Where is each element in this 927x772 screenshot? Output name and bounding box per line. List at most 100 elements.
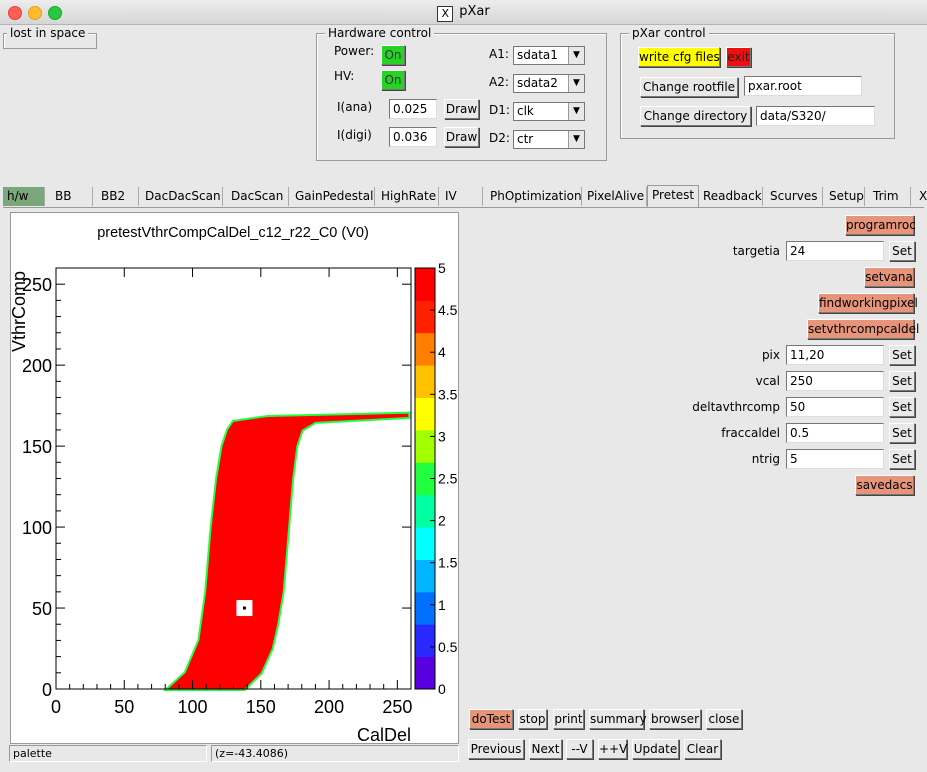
- heatmap-region: [167, 413, 409, 689]
- pix-set-button[interactable]: Set: [889, 345, 915, 365]
- tab-dacdacscan[interactable]: DacDacScan: [141, 187, 223, 206]
- tab-gainpedestal[interactable]: GainPedestal: [291, 187, 375, 206]
- findworkingpixel-button[interactable]: findworkingpixel: [818, 293, 918, 313]
- ntrig-field[interactable]: 5: [786, 449, 884, 469]
- palette-swatch: [415, 332, 435, 366]
- change-directory-button[interactable]: Change directory: [640, 106, 751, 126]
- tab-highrate[interactable]: HighRate: [377, 187, 439, 206]
- tab-dacscan[interactable]: DacScan: [227, 187, 289, 206]
- x-axis-label: CalDel: [357, 725, 411, 743]
- chevron-down-icon: ▼: [568, 47, 584, 64]
- minus-v-button[interactable]: --V: [566, 739, 593, 759]
- palette-tick-label: 1.5: [438, 555, 458, 571]
- close-button[interactable]: close: [706, 709, 742, 729]
- plus-v-button[interactable]: ++V: [598, 739, 627, 759]
- y-tick-label: 250: [22, 275, 52, 295]
- change-rootfile-button[interactable]: Change rootfile: [640, 77, 738, 97]
- idigi-field[interactable]: 0.036: [389, 127, 437, 147]
- exit-button[interactable]: exit: [726, 47, 751, 67]
- x-tick-label: 200: [314, 697, 344, 717]
- close-window-icon[interactable]: [8, 6, 22, 20]
- d2-select[interactable]: ctr ▼: [513, 130, 585, 149]
- tab-bb[interactable]: BB: [51, 187, 93, 206]
- lost-in-space-label: lost in space: [7, 26, 89, 40]
- pxar-control-group: pXar control write cfg files exit Change…: [620, 26, 895, 139]
- palette-swatch: [415, 268, 435, 301]
- minimize-window-icon[interactable]: [28, 6, 42, 20]
- next-button[interactable]: Next: [529, 739, 562, 759]
- tab-setup[interactable]: Setup: [825, 187, 865, 206]
- previous-button[interactable]: Previous: [468, 739, 524, 759]
- update-button[interactable]: Update: [632, 739, 679, 759]
- d1-label: D1:: [489, 103, 510, 117]
- a2-label: A2:: [489, 75, 509, 89]
- tab-trim[interactable]: Trim: [869, 187, 911, 206]
- chevron-down-icon: ▼: [568, 103, 584, 120]
- browser-button[interactable]: browser: [649, 709, 701, 729]
- deltavthrcomp-label: deltavthrcomp: [692, 400, 780, 414]
- a2-select[interactable]: sdata2 ▼: [513, 74, 585, 93]
- selected-pixel-dot: [242, 606, 246, 610]
- iana-draw-button[interactable]: Draw: [444, 99, 479, 119]
- y-tick-label: 200: [22, 356, 52, 376]
- ntrig-set-button[interactable]: Set: [889, 449, 915, 469]
- a1-select[interactable]: sdata1 ▼: [513, 46, 585, 65]
- tab-readback[interactable]: Readback: [699, 187, 763, 206]
- tab-phoptimization[interactable]: PhOptimization: [486, 187, 582, 206]
- deltavthrcomp-field[interactable]: 50: [786, 397, 884, 417]
- maximize-window-icon[interactable]: [48, 6, 62, 20]
- fraccaldel-label: fraccaldel: [721, 426, 780, 440]
- power-toggle[interactable]: On: [381, 45, 405, 65]
- dotest-button[interactable]: doTest: [469, 709, 513, 729]
- tab-scurves[interactable]: Scurves: [766, 187, 823, 206]
- setvthrcompcaldel-button[interactable]: setvthrcompcaldel: [807, 319, 919, 339]
- setvana-button[interactable]: setvana: [864, 267, 914, 287]
- palette-tick-label: 3.5: [438, 386, 458, 402]
- write-cfg-button[interactable]: write cfg files: [638, 47, 720, 67]
- targetia-set-button[interactable]: Set: [889, 241, 915, 261]
- clear-button[interactable]: Clear: [684, 739, 721, 759]
- palette-swatch: [415, 494, 435, 528]
- a1-label: A1:: [489, 47, 509, 61]
- deltavthrcomp-set-button[interactable]: Set: [889, 397, 915, 417]
- hv-toggle[interactable]: On: [381, 70, 405, 90]
- tab-more-icon[interactable]: X: [919, 189, 927, 203]
- histogram-canvas[interactable]: pretestVthrCompCalDel_c12_r22_C0 (V0) 0 5…: [10, 212, 459, 744]
- ntrig-label: ntrig: [751, 452, 780, 466]
- x-tick-label: 250: [382, 697, 412, 717]
- palette-swatch: [415, 300, 435, 334]
- programroc-button[interactable]: programroc: [845, 215, 916, 235]
- tab-pretest[interactable]: Pretest: [647, 185, 699, 207]
- tab-pixelalive[interactable]: PixelAlive: [583, 187, 647, 206]
- rootfile-field[interactable]: pxar.root: [744, 76, 862, 96]
- vcal-field[interactable]: 250: [786, 371, 884, 391]
- palette-swatch: [415, 656, 435, 690]
- idigi-label: I(digi): [337, 128, 372, 142]
- stop-button[interactable]: stop: [518, 709, 547, 729]
- targetia-field[interactable]: 24: [786, 241, 884, 261]
- fraccaldel-set-button[interactable]: Set: [889, 423, 915, 443]
- chevron-down-icon: ▼: [568, 131, 584, 148]
- print-button[interactable]: print: [553, 709, 584, 729]
- directory-field[interactable]: data/S320/: [756, 106, 875, 126]
- palette-swatch: [415, 527, 435, 560]
- pix-field[interactable]: 11,20: [786, 345, 884, 365]
- palette-tick-label: 0.5: [438, 639, 458, 655]
- x-tick-label: 150: [246, 697, 276, 717]
- x-tick-label: 0: [51, 697, 61, 717]
- palette-swatch: [415, 429, 435, 463]
- y-tick-label: 50: [32, 599, 52, 619]
- tab-hw[interactable]: h/w: [3, 187, 45, 206]
- summary-button[interactable]: summary: [589, 709, 647, 729]
- d1-select[interactable]: clk ▼: [513, 102, 585, 121]
- vcal-set-button[interactable]: Set: [889, 371, 915, 391]
- savedacs-button[interactable]: savedacs: [855, 475, 914, 495]
- d2-label: D2:: [489, 131, 510, 145]
- tab-iv[interactable]: IV: [441, 187, 483, 206]
- tab-bb2[interactable]: BB2: [97, 187, 139, 206]
- iana-field[interactable]: 0.025: [389, 99, 437, 119]
- fraccaldel-field[interactable]: 0.5: [786, 423, 884, 443]
- palette-swatch: [415, 624, 435, 658]
- idigi-draw-button[interactable]: Draw: [444, 127, 479, 147]
